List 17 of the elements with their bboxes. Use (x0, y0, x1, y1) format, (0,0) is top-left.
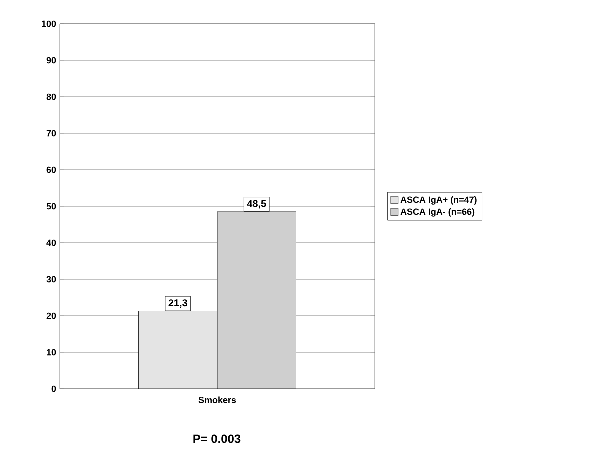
y-tick-label: 10 (47, 349, 56, 356)
y-tick-label: 20 (46, 312, 56, 320)
y-tick-label: 30 (46, 276, 56, 283)
y-tick-label: 0 (52, 386, 56, 392)
data-label: 21,3 (168, 300, 188, 308)
data-label: 48,5 (247, 200, 266, 209)
y-tick-label: 80 (46, 94, 56, 100)
y-tick-label: 50 (46, 203, 56, 210)
text: P= 0.003 (194, 434, 241, 444)
y-tick-label: 40 (46, 240, 56, 246)
legend-label: ASCA IgA+ (n=47) (400, 196, 477, 205)
y-tick-label: 60 (46, 166, 56, 174)
legend-label: ASCA IgA- (n=66) (400, 208, 475, 217)
y-tick-label: 90 (46, 57, 56, 64)
y-tick-label: 100 (42, 20, 56, 28)
y-tick-label: 70 (46, 130, 56, 137)
x-tick-label: Smokers (198, 396, 236, 404)
